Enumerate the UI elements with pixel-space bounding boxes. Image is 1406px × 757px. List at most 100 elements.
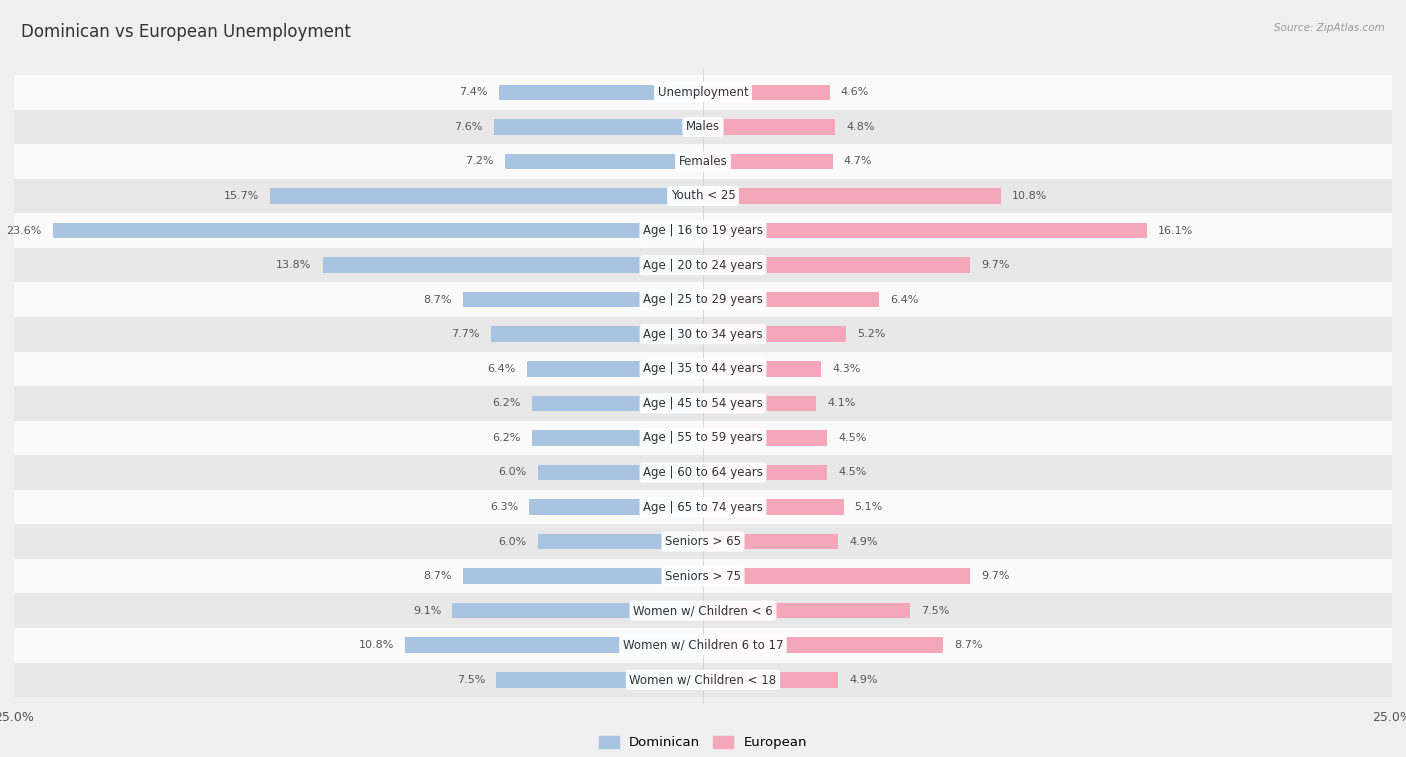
Text: 9.7%: 9.7%	[981, 571, 1010, 581]
Bar	[703, 154, 832, 170]
Bar	[703, 430, 827, 446]
Bar	[14, 490, 1392, 525]
Bar	[537, 534, 703, 550]
Bar	[703, 257, 970, 273]
Text: 13.8%: 13.8%	[277, 260, 312, 270]
Bar	[405, 637, 703, 653]
Text: 15.7%: 15.7%	[224, 191, 259, 201]
Text: Age | 45 to 54 years: Age | 45 to 54 years	[643, 397, 763, 410]
Text: 7.7%: 7.7%	[451, 329, 479, 339]
Text: Women w/ Children < 18: Women w/ Children < 18	[630, 673, 776, 687]
Bar	[527, 361, 703, 376]
Bar	[703, 465, 827, 480]
Text: 5.2%: 5.2%	[858, 329, 886, 339]
Text: Seniors > 65: Seniors > 65	[665, 535, 741, 548]
Text: 4.1%: 4.1%	[827, 398, 855, 408]
Bar	[14, 317, 1392, 351]
Text: Unemployment: Unemployment	[658, 86, 748, 99]
Bar	[14, 628, 1392, 662]
Bar	[270, 188, 703, 204]
Text: 7.5%: 7.5%	[457, 674, 485, 685]
Bar	[14, 662, 1392, 697]
Bar	[14, 351, 1392, 386]
Bar	[14, 144, 1392, 179]
Bar	[491, 326, 703, 342]
Text: Women w/ Children 6 to 17: Women w/ Children 6 to 17	[623, 639, 783, 652]
Text: 7.5%: 7.5%	[921, 606, 949, 615]
Bar	[463, 292, 703, 307]
Text: Age | 20 to 24 years: Age | 20 to 24 years	[643, 259, 763, 272]
Bar	[703, 223, 1147, 238]
Text: Seniors > 75: Seniors > 75	[665, 570, 741, 583]
Text: 7.4%: 7.4%	[460, 87, 488, 98]
Text: 4.5%: 4.5%	[838, 468, 866, 478]
Bar	[14, 593, 1392, 628]
Bar	[703, 396, 815, 411]
Text: 4.9%: 4.9%	[849, 537, 877, 547]
Text: 4.7%: 4.7%	[844, 157, 872, 167]
Bar	[494, 119, 703, 135]
Bar	[52, 223, 703, 238]
Text: 16.1%: 16.1%	[1157, 226, 1192, 235]
Bar	[14, 110, 1392, 144]
Bar	[14, 75, 1392, 110]
Text: 6.0%: 6.0%	[498, 537, 527, 547]
Text: Youth < 25: Youth < 25	[671, 189, 735, 202]
Text: 10.8%: 10.8%	[1012, 191, 1047, 201]
Bar	[703, 603, 910, 618]
Bar	[505, 154, 703, 170]
Bar	[463, 569, 703, 584]
Text: Age | 55 to 59 years: Age | 55 to 59 years	[643, 431, 763, 444]
Bar	[14, 559, 1392, 593]
Bar	[537, 465, 703, 480]
Bar	[496, 672, 703, 687]
Text: 10.8%: 10.8%	[359, 640, 394, 650]
Bar	[14, 282, 1392, 317]
Text: 23.6%: 23.6%	[6, 226, 42, 235]
Text: 9.1%: 9.1%	[413, 606, 441, 615]
Bar	[14, 179, 1392, 213]
Bar	[703, 637, 943, 653]
Bar	[703, 292, 879, 307]
Text: Age | 65 to 74 years: Age | 65 to 74 years	[643, 500, 763, 513]
Bar	[703, 569, 970, 584]
Text: 6.4%: 6.4%	[488, 364, 516, 374]
Text: 4.3%: 4.3%	[832, 364, 860, 374]
Bar	[703, 672, 838, 687]
Bar	[530, 500, 703, 515]
Text: 6.3%: 6.3%	[491, 502, 519, 512]
Text: 4.8%: 4.8%	[846, 122, 875, 132]
Text: Age | 30 to 34 years: Age | 30 to 34 years	[643, 328, 763, 341]
Bar	[703, 361, 821, 376]
Text: 7.2%: 7.2%	[465, 157, 494, 167]
Legend: Dominican, European: Dominican, European	[593, 731, 813, 755]
Bar	[531, 396, 703, 411]
Bar	[14, 455, 1392, 490]
Bar	[703, 85, 830, 100]
Text: Females: Females	[679, 155, 727, 168]
Text: Dominican vs European Unemployment: Dominican vs European Unemployment	[21, 23, 351, 41]
Bar	[703, 188, 1001, 204]
Text: 6.2%: 6.2%	[492, 398, 522, 408]
Text: 6.0%: 6.0%	[498, 468, 527, 478]
Text: 8.7%: 8.7%	[423, 294, 453, 304]
Bar	[14, 421, 1392, 455]
Text: Males: Males	[686, 120, 720, 133]
Text: Women w/ Children < 6: Women w/ Children < 6	[633, 604, 773, 617]
Text: 4.6%: 4.6%	[841, 87, 869, 98]
Text: Age | 35 to 44 years: Age | 35 to 44 years	[643, 363, 763, 375]
Bar	[14, 386, 1392, 421]
Text: Age | 16 to 19 years: Age | 16 to 19 years	[643, 224, 763, 237]
Text: Age | 60 to 64 years: Age | 60 to 64 years	[643, 466, 763, 479]
Bar	[323, 257, 703, 273]
Text: 6.2%: 6.2%	[492, 433, 522, 443]
Bar	[14, 525, 1392, 559]
Bar	[703, 326, 846, 342]
Bar	[703, 534, 838, 550]
Text: 9.7%: 9.7%	[981, 260, 1010, 270]
Text: 8.7%: 8.7%	[423, 571, 453, 581]
Bar	[499, 85, 703, 100]
Text: 8.7%: 8.7%	[953, 640, 983, 650]
Bar	[703, 119, 835, 135]
Bar	[531, 430, 703, 446]
